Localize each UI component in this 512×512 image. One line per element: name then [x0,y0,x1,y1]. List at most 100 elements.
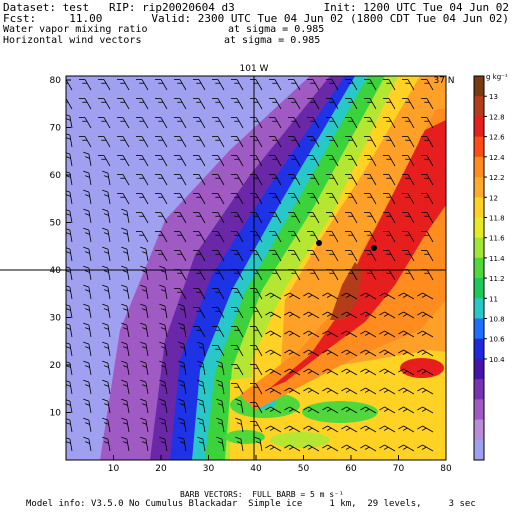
wind-barb [117,174,130,186]
x-tick-label: 10 [108,464,120,474]
colorbar-swatch [474,278,484,299]
colorbar-swatch [474,338,484,360]
wind-barb [174,136,187,148]
field2-label: Horizontal wind vectors [3,35,142,46]
wind-barb [421,174,434,186]
wind-barb [284,406,301,414]
wind-barb [231,288,244,300]
colorbar-swatch [474,237,484,259]
wind-barb [98,155,111,167]
y-tick-label: 60 [50,171,62,181]
wind-barb [121,341,130,357]
wind-barb [322,292,339,300]
wind-barb [174,193,187,205]
colorbar-units: g kg⁻¹ [486,73,508,81]
wind-barb [66,209,73,224]
field1-level: at sigma = 0.985 [228,24,325,35]
meridian-label: 101 W [240,64,269,74]
wind-barb [178,303,187,319]
pocket-green-2 [302,401,378,423]
moist-core-east [400,358,444,378]
y-tick-label: 20 [50,361,62,371]
wind-barb [402,174,415,186]
colorbar-swatch [474,156,484,178]
x-axis: 10 20 30 40 50 60 70 80 [108,455,452,474]
wind-barb [212,231,225,243]
wind-barb [140,322,149,338]
wind-barb [269,155,282,167]
colorbar-frame [473,75,485,461]
wind-barb [155,212,168,224]
wind-barb [159,360,168,376]
wind-barb [140,360,149,376]
wind-barb [421,250,434,262]
wind-barb [364,155,377,167]
wind-barb [345,79,358,91]
wind-barb [345,155,358,167]
wind-barb [284,311,301,319]
wind-barb [326,250,339,262]
wind-barb [345,250,358,262]
wind-barb [231,326,244,338]
wind-barb [402,98,415,110]
colorbar-swatch [474,439,484,461]
wind-barb [341,349,358,357]
wind-barb [159,303,168,319]
wind-barb [383,250,396,262]
wind-barb [155,79,168,91]
x-tick-label: 60 [345,464,357,474]
wind-barb [136,174,149,186]
wind-barb [288,174,301,186]
wind-barb [117,79,130,91]
wind-barb [269,193,282,205]
wind-barb [303,311,320,319]
wind-barb [379,368,396,376]
wind-barb [83,246,92,262]
wind-barb [269,98,282,110]
wind-barb [102,246,111,262]
wind-barb [121,208,130,224]
wind-barb [288,155,301,167]
wind-barb [83,322,92,338]
wind-barb [197,436,206,452]
station-marker [316,240,322,246]
wind-barb [307,250,320,262]
wind-barb [383,79,396,91]
wind-barb [193,326,206,338]
wind-barb [174,212,187,224]
x-tick-label: 70 [393,464,405,474]
wind-barb [345,193,358,205]
wind-barb [322,349,339,357]
wind-barb [364,136,377,148]
wind-barb [79,136,92,148]
station-marker [371,245,377,251]
colorbar-label: 12.8 [489,113,505,121]
wind-barb [383,231,396,243]
wind-barb [212,79,225,91]
wind-barb [102,303,111,319]
wind-barb [216,398,225,414]
wind-barb [66,323,73,338]
colorbar-swatch [474,217,484,239]
y-axis: 10 20 30 40 50 60 70 80 [50,76,71,419]
wind-barb [379,425,396,433]
field1-label: Water vapor mixing ratio [3,24,148,35]
wind-barb [136,98,149,110]
colorbar-label: 10.6 [489,336,505,344]
wind-barb [174,174,187,186]
wind-barb [83,360,92,376]
barb-legend: BARB VECTORS: FULL BARB = 5 m s⁻¹ [180,490,344,499]
wind-barb [326,212,339,224]
wind-barb [341,387,358,395]
wind-barb [265,292,282,300]
wind-barb [383,117,396,129]
wind-barb [121,246,130,262]
colorbar-label: 11.6 [489,235,505,243]
wind-barb [265,330,282,338]
y-tick-label: 40 [50,266,62,276]
colorbar-label: 12 [489,194,498,202]
wind-barb [212,326,225,338]
wind-barb [83,379,92,395]
parallel-label: 37 N [433,76,454,86]
wind-barb [231,117,244,129]
